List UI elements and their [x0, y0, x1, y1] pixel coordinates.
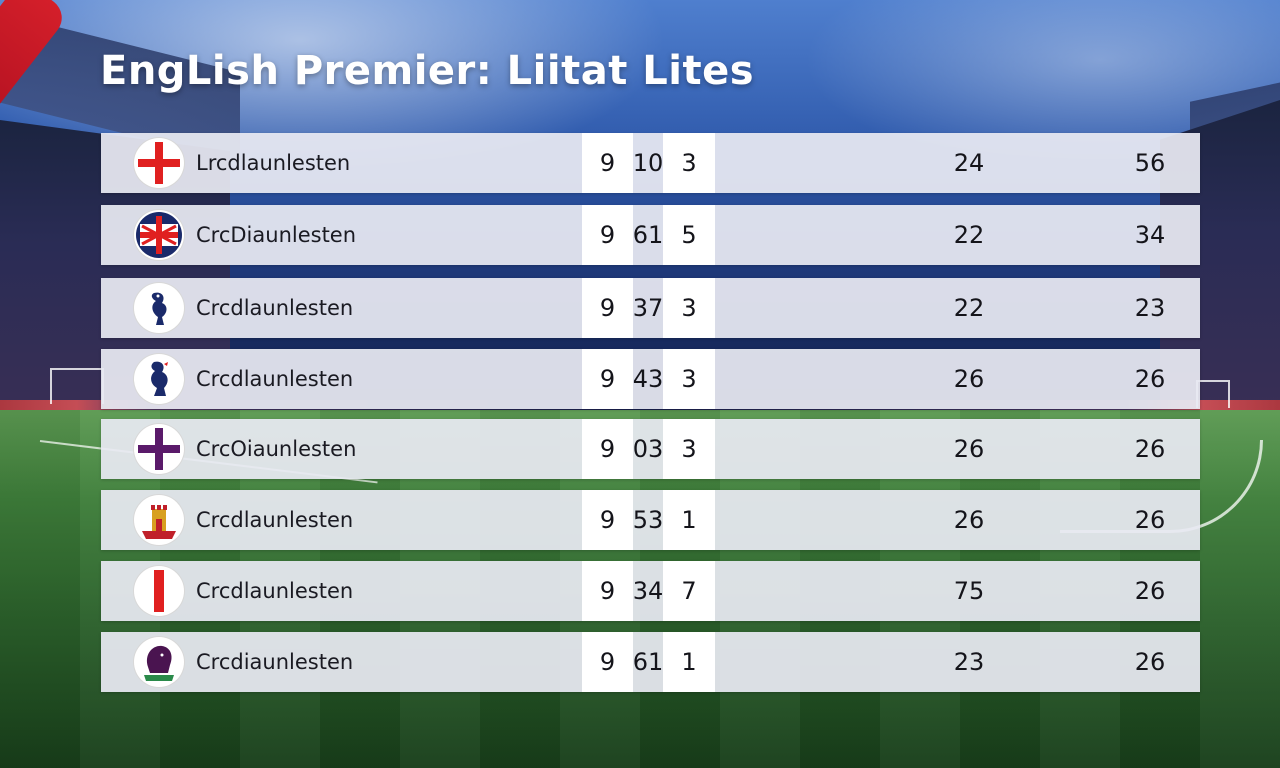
team-name: Crcdlaunlesten — [196, 508, 354, 532]
stat-value: 1 — [681, 506, 697, 534]
table-row[interactable]: Crcdlaunlesten 9 37 3 22 23 — [101, 278, 1200, 338]
stat-value: 7 — [681, 577, 697, 605]
table-row[interactable]: Lrcdlaunlesten 9 10 3 24 56 — [101, 133, 1200, 193]
purple-cross-crest-icon — [134, 424, 184, 474]
highlight-column — [663, 632, 715, 692]
table-row[interactable]: Crcdiaunlesten 9 61 1 23 26 — [101, 632, 1200, 692]
highlight-column — [582, 278, 633, 338]
highlight-column — [582, 561, 633, 621]
highlight-column — [582, 205, 633, 265]
stat-value: 34 — [632, 577, 664, 605]
highlight-column — [663, 133, 715, 193]
highlight-column — [582, 490, 633, 550]
highlight-column — [663, 349, 715, 409]
stat-value: 3 — [681, 149, 697, 177]
stat-value: 43 — [632, 365, 664, 393]
highlight-column — [663, 490, 715, 550]
stat-value: 9 — [599, 648, 616, 676]
stat-value: 26 — [1134, 506, 1166, 534]
red-stripe-crest-icon — [134, 566, 184, 616]
stat-value: 34 — [1134, 221, 1166, 249]
stat-value: 5 — [681, 221, 697, 249]
stat-value: 3 — [681, 294, 697, 322]
stat-value: 22 — [953, 221, 985, 249]
stat-value: 26 — [1134, 648, 1166, 676]
team-name: CrcDiaunlesten — [196, 223, 357, 247]
stat-value: 26 — [1134, 365, 1166, 393]
stat-value: 9 — [599, 149, 616, 177]
stat-value: 3 — [681, 435, 697, 463]
stat-value: 75 — [953, 577, 985, 605]
goal-right — [1196, 380, 1230, 408]
red-cross-crest-icon — [134, 138, 184, 188]
table-row[interactable]: Crcdlaunlesten 9 43 3 26 26 — [101, 349, 1200, 409]
team-name: Lrcdlaunlesten — [196, 151, 351, 175]
stat-value: 61 — [632, 221, 664, 249]
stat-value: 9 — [599, 365, 616, 393]
stat-value: 9 — [599, 506, 616, 534]
stat-value: 03 — [632, 435, 664, 463]
highlight-column — [582, 419, 633, 479]
stat-value: 9 — [599, 577, 616, 605]
team-name: Crcdlaunlesten — [196, 579, 354, 603]
highlight-column — [663, 205, 715, 265]
goal-left — [50, 368, 104, 404]
highlight-column — [582, 349, 633, 409]
union-flag-crest-icon — [134, 210, 184, 260]
team-name: Crcdlaunlesten — [196, 367, 354, 391]
team-name: Crcdiaunlesten — [196, 650, 354, 674]
highlight-column — [663, 419, 715, 479]
stat-value: 24 — [953, 149, 985, 177]
stat-value: 26 — [1134, 435, 1166, 463]
highlight-column — [663, 561, 715, 621]
stat-value: 53 — [632, 506, 664, 534]
stat-value: 26 — [953, 435, 985, 463]
cockerel-crest-icon — [134, 354, 184, 404]
stat-value: 9 — [599, 435, 616, 463]
cockerel-crest-icon — [134, 283, 184, 333]
stat-value: 26 — [953, 365, 985, 393]
stat-value: 1 — [681, 648, 697, 676]
stat-value: 9 — [599, 221, 616, 249]
stat-value: 10 — [632, 149, 664, 177]
table-row[interactable]: CrcDiaunlesten 9 61 5 22 34 — [101, 205, 1200, 265]
stat-value: 61 — [632, 648, 664, 676]
castle-crest-icon — [134, 495, 184, 545]
page-title: EngLish Premier: Liitat Lites — [100, 48, 755, 94]
highlight-column — [663, 278, 715, 338]
stat-value: 23 — [1134, 294, 1166, 322]
highlight-column — [582, 632, 633, 692]
stat-value: 26 — [1134, 577, 1166, 605]
stat-value: 37 — [632, 294, 664, 322]
team-name: Crcdlaunlesten — [196, 296, 354, 320]
stat-value: 26 — [953, 506, 985, 534]
team-name: CrcOiaunlesten — [196, 437, 357, 461]
stat-value: 22 — [953, 294, 985, 322]
table-row[interactable]: Crcdlaunlesten 9 53 1 26 26 — [101, 490, 1200, 550]
stat-value: 9 — [599, 294, 616, 322]
table-row[interactable]: Crcdlaunlesten 9 34 7 75 26 — [101, 561, 1200, 621]
lion-crest-icon — [134, 637, 184, 687]
stat-value: 3 — [681, 365, 697, 393]
highlight-column — [582, 133, 633, 193]
stat-value: 23 — [953, 648, 985, 676]
table-row[interactable]: CrcOiaunlesten 9 03 3 26 26 — [101, 419, 1200, 479]
stat-value: 56 — [1134, 149, 1166, 177]
